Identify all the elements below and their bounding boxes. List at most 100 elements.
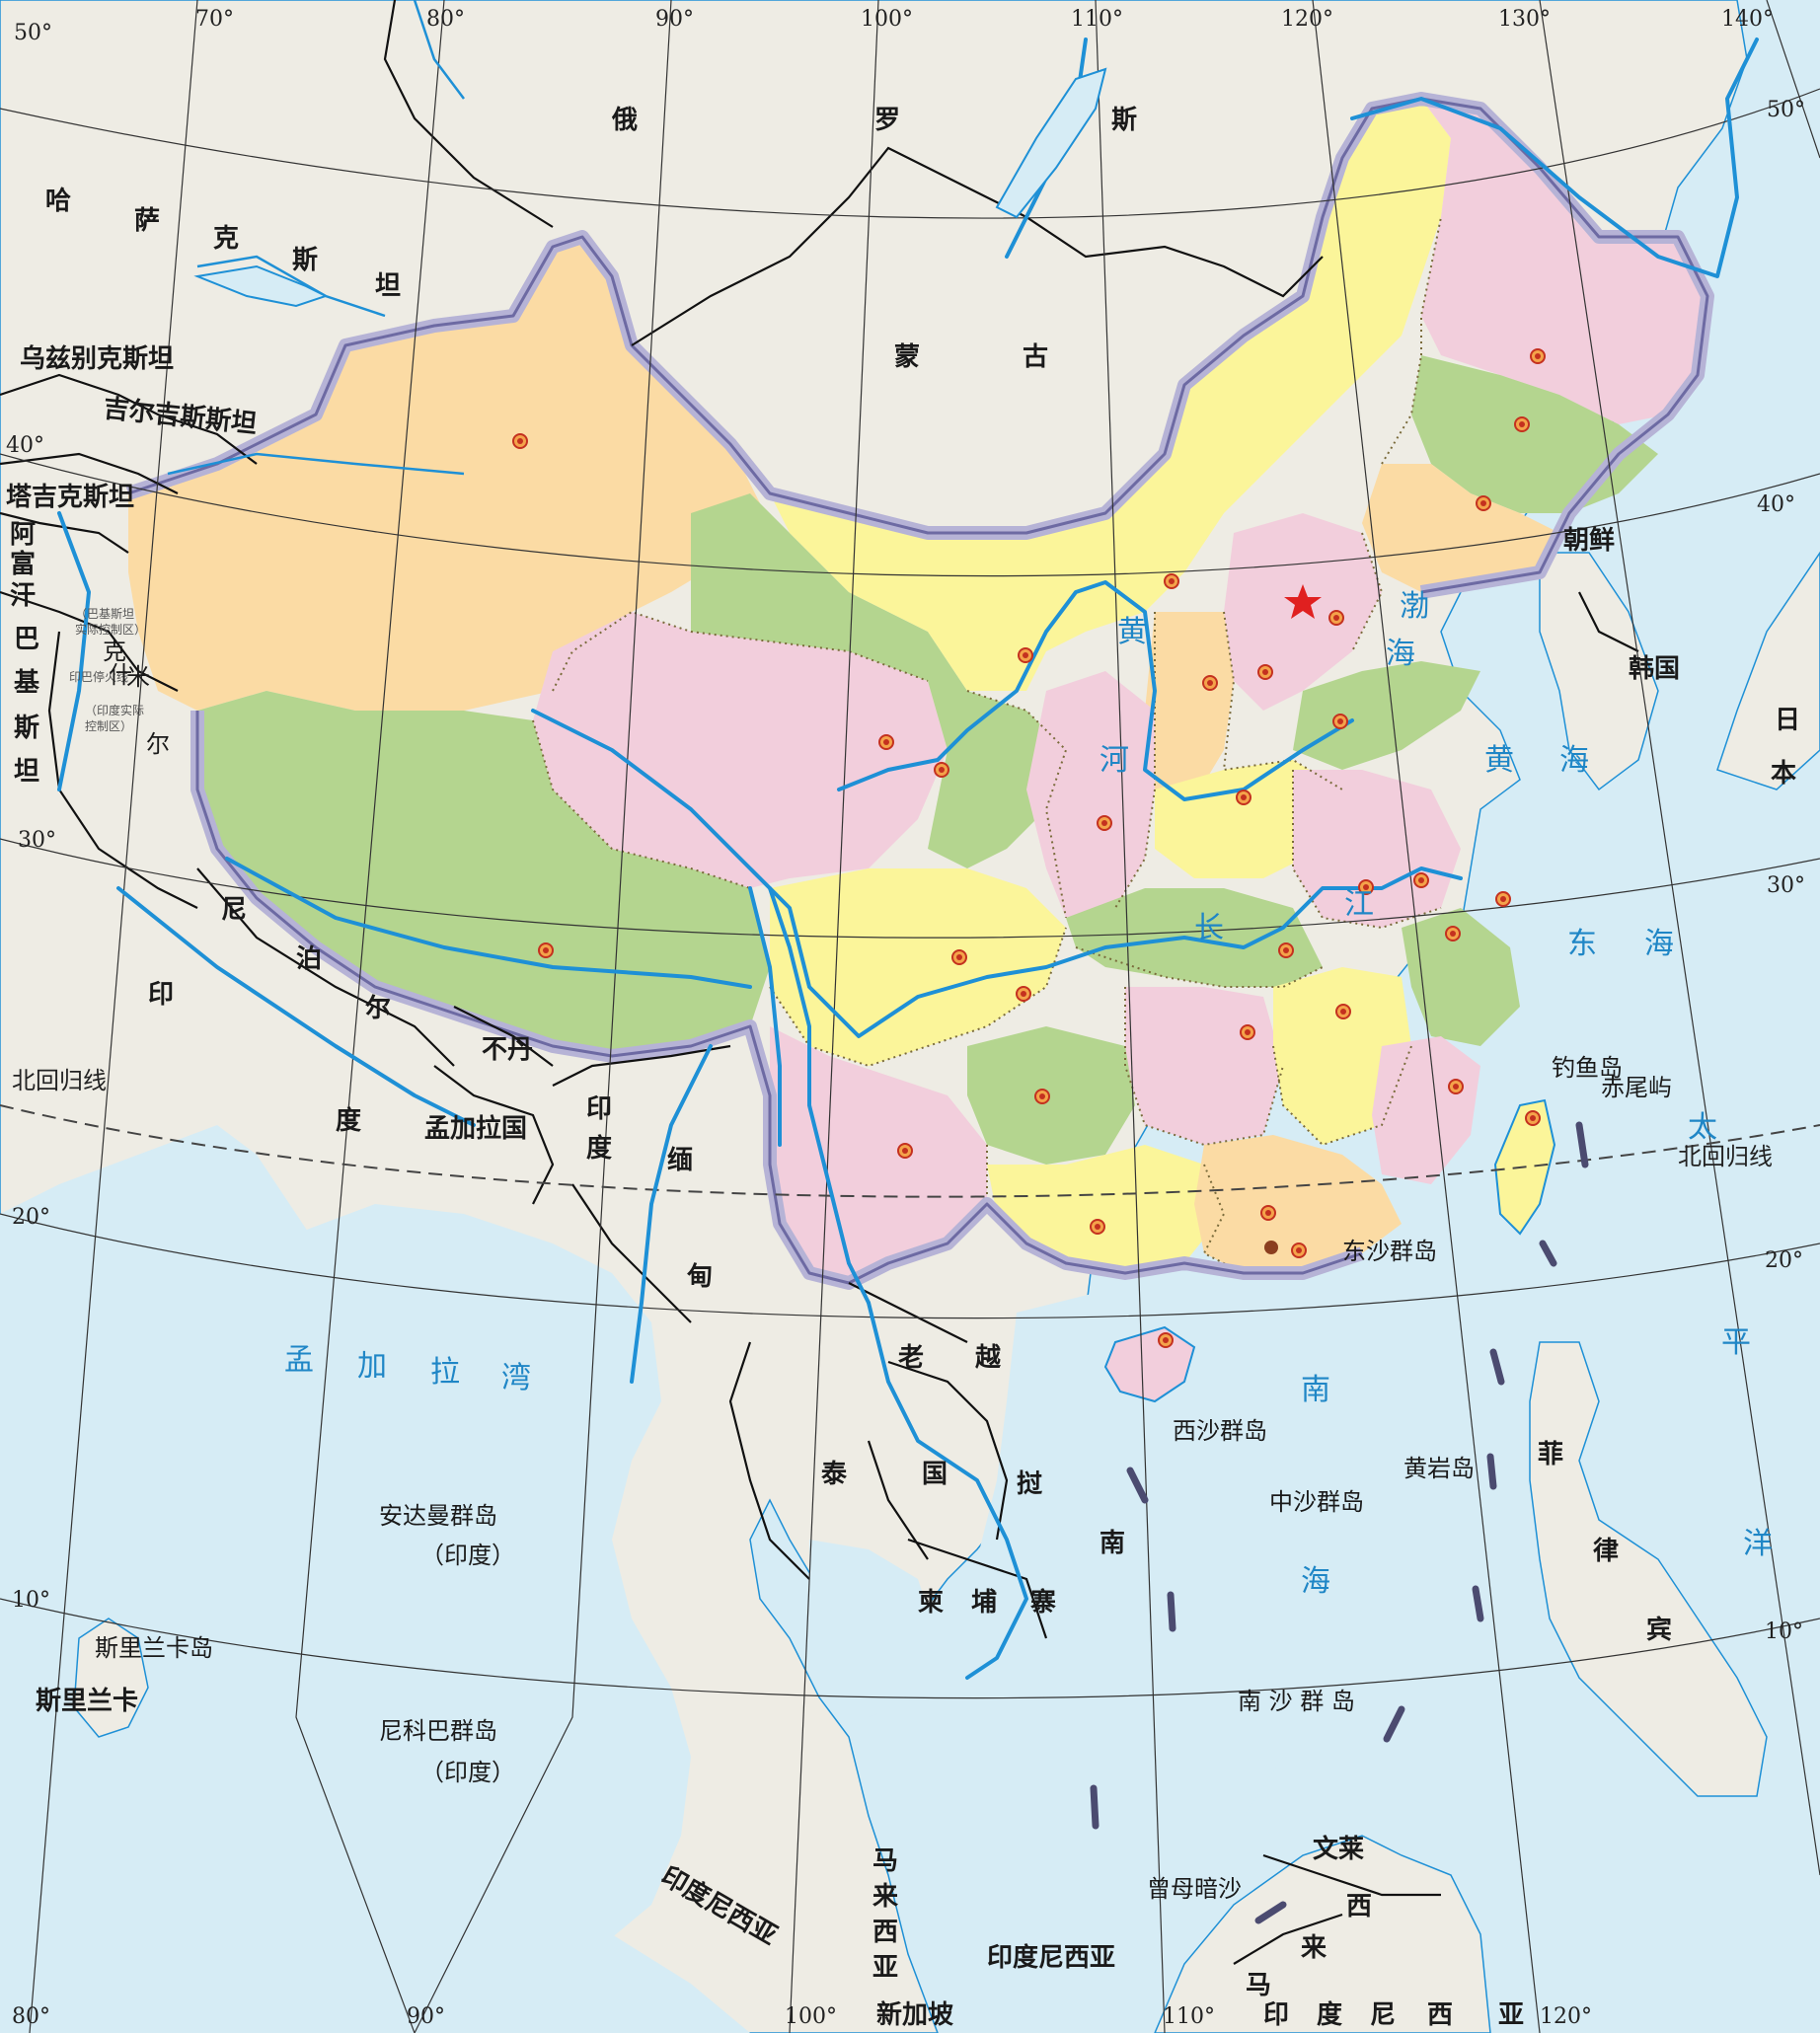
japan-islands	[1716, 551, 1820, 791]
capital-nanchang	[1335, 1004, 1351, 1019]
label-xisha: 西沙群岛	[1173, 1417, 1267, 1445]
lake-baikal	[995, 67, 1107, 219]
label-indonesia-bottom-4: 西	[1427, 2000, 1453, 2030]
coord-left-50: 50°	[14, 21, 52, 45]
label-andaman-note: （印度）	[420, 1542, 515, 1569]
capital-chongqing	[1016, 986, 1031, 1002]
label-malaysia-east-2: 来	[1301, 1933, 1327, 1963]
tarim-river	[167, 452, 465, 476]
label-indonesia-bottom-2: 度	[1317, 1999, 1342, 2030]
kashmir-char-2: 什	[109, 661, 132, 689]
province-shanxi	[1145, 612, 1234, 799]
province-guangdong	[1194, 1135, 1402, 1273]
label-india-east-2: 度	[586, 1133, 612, 1164]
province-hunan	[1125, 987, 1283, 1145]
capital-tianjin	[1328, 610, 1344, 626]
label-vietnam-1: 挝	[1017, 1469, 1042, 1499]
label-nicobar-note: （印度）	[420, 1759, 515, 1786]
mekong-lower	[867, 1301, 1028, 1680]
coord-right-30: 30°	[1767, 873, 1805, 898]
label-malaysia-east-3: 马	[1246, 1971, 1271, 2000]
label-myanmar-2: 甸	[687, 1261, 713, 1292]
label-north-korea: 朝鲜	[1563, 525, 1615, 556]
label-bay-bengal-3: 拉	[430, 1355, 460, 1390]
label-yellow-sea-1: 黄	[1484, 743, 1514, 778]
province-qinghai	[533, 612, 948, 888]
label-kazakhstan-4: 斯	[292, 246, 318, 275]
kashmir-char-1: 克	[103, 638, 126, 665]
label-mongolia-2: 古	[1023, 342, 1048, 372]
hainan-island	[1103, 1325, 1196, 1403]
label-malaysia-west-4: 亚	[872, 1953, 898, 1983]
tropic-label-right: 北回归线	[1678, 1143, 1773, 1170]
province-hebei	[1224, 513, 1382, 711]
label-bay-bengal-1: 孟	[284, 1343, 314, 1378]
coord-bottom-90: 90°	[407, 2004, 445, 2029]
yellow-river	[837, 580, 1354, 801]
label-myanmar-1: 缅	[667, 1146, 693, 1175]
capital-guiyang	[1034, 1089, 1050, 1104]
label-nepal-3: 尔	[365, 993, 391, 1023]
china-border	[127, 97, 1709, 1285]
label-afghanistan-3: 汗	[10, 581, 36, 611]
label-kazakhstan-1: 哈	[45, 187, 71, 216]
province-tibet	[197, 691, 770, 1056]
label-bohai-1: 渤	[1400, 589, 1429, 624]
capital-taipei	[1525, 1110, 1541, 1126]
bay-of-bengal	[237, 1204, 691, 1974]
label-japan-1: 日	[1775, 706, 1800, 735]
label-mongolia-1: 蒙	[894, 342, 920, 372]
capital-urumqi	[512, 433, 528, 449]
china-provinces	[128, 99, 1707, 1283]
label-laos-1: 老	[898, 1343, 924, 1373]
international-borders	[0, 0, 1639, 1965]
province-shandong	[1293, 661, 1480, 770]
label-thailand-1: 泰	[821, 1460, 848, 1489]
coord-bottom-120: 120°	[1540, 2004, 1592, 2029]
label-afghanistan-2: 富	[10, 549, 36, 579]
label-india-east-1: 印	[586, 1094, 612, 1124]
coord-top-110: 110°	[1071, 7, 1123, 32]
label-pakistan-4: 坦	[14, 757, 39, 787]
capital-jinan	[1332, 714, 1348, 729]
label-pacific-1: 太	[1688, 1110, 1717, 1145]
label-nepal-2: 泊	[296, 944, 322, 974]
nu-river	[748, 886, 782, 1147]
label-chiwei: 赤尾屿	[1601, 1074, 1672, 1101]
capital-shijiazhuang	[1257, 664, 1273, 680]
kashmir-labels: （巴基斯坦 实际控制区） 印巴停火线 （印度实际 控制区） 克 什 米 尔	[69, 607, 170, 758]
label-afghanistan-1: 阿	[10, 520, 36, 550]
label-tajikistan: 塔吉克斯坦	[6, 483, 134, 512]
capital-nanning	[1090, 1219, 1105, 1235]
coord-left-10: 10°	[12, 1588, 50, 1613]
province-xinjiang	[128, 237, 760, 711]
tropic-label-left: 北回归线	[12, 1067, 107, 1094]
label-pacific-3: 洋	[1743, 1527, 1773, 1561]
capital-harbin	[1530, 348, 1546, 364]
label-malaysia-west-2: 来	[872, 1882, 899, 1912]
philippines-islands	[1529, 1341, 1768, 1797]
capital-hefei	[1358, 879, 1374, 895]
capital-wuhan	[1278, 942, 1294, 958]
capital-nanjing	[1413, 872, 1429, 888]
label-malaysia-east-1: 西	[1346, 1892, 1372, 1921]
label-sri-lanka-island: 斯里兰卡岛	[95, 1634, 213, 1662]
label-huangyan: 黄岩岛	[1403, 1455, 1475, 1482]
yarlung-river	[225, 857, 752, 989]
coord-left-30: 30°	[18, 828, 56, 853]
province-guangxi	[987, 1145, 1224, 1273]
label-russia-1: 俄	[611, 106, 638, 135]
label-south-sea-1: 南	[1301, 1373, 1330, 1407]
label-indonesia-bottom-5: 亚	[1498, 2000, 1524, 2030]
kashmir-char-4: 尔	[146, 730, 170, 758]
province-gansu	[691, 493, 1066, 868]
capital-beijing-star	[1284, 584, 1322, 619]
coord-bottom-110: 110°	[1163, 2004, 1215, 2029]
rivers	[57, 0, 1759, 1680]
gulf-of-thailand	[809, 1540, 938, 1717]
label-cambodia-1: 柬	[918, 1588, 944, 1618]
coord-right-20: 20°	[1765, 1248, 1803, 1273]
capital-changchun	[1514, 416, 1530, 432]
label-pakistan-2: 基	[14, 668, 40, 698]
